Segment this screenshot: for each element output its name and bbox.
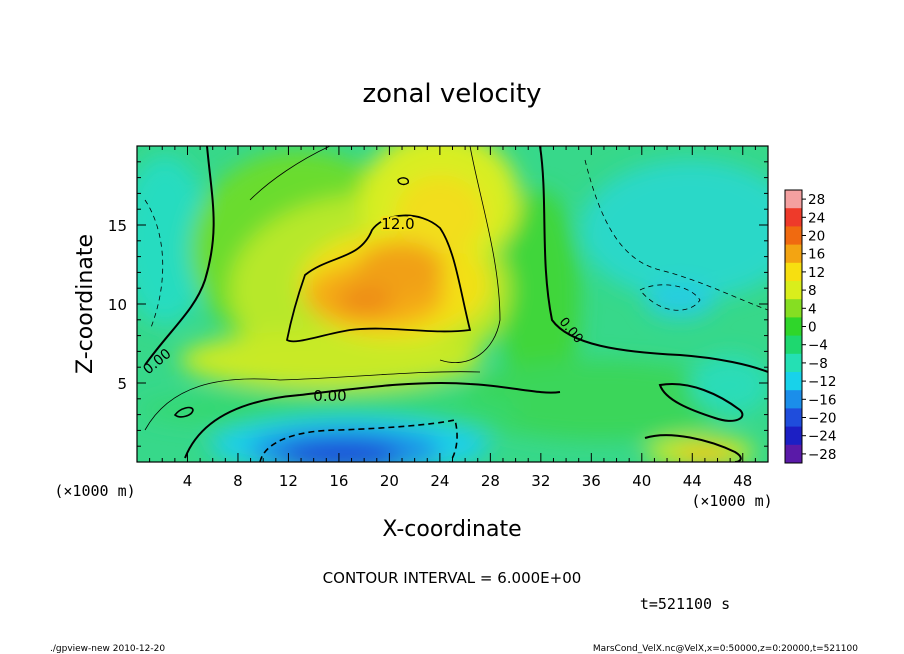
y-axis: 5 10 15 bbox=[108, 145, 768, 463]
colorbar-swatch bbox=[785, 390, 802, 409]
y-axis-label: Z-coordinate bbox=[73, 234, 98, 374]
x-tick-label: 36 bbox=[582, 472, 601, 490]
x-tick-label: 8 bbox=[233, 472, 243, 490]
colorbar-swatch bbox=[785, 426, 802, 446]
colorbar-swatch bbox=[785, 208, 802, 227]
colorbar-swatch bbox=[785, 408, 802, 428]
colorbar-label: −8 bbox=[808, 356, 828, 372]
x-tick-label: 12 bbox=[279, 472, 298, 490]
colorbar-label: −20 bbox=[808, 411, 837, 427]
colorbar: 28 24 20 16 12 8 4 0 −4 −8 −12 −16 −20 −24 −28 bbox=[784, 189, 837, 464]
x-tick-label: 32 bbox=[531, 472, 550, 490]
colorbar-label: 20 bbox=[808, 229, 825, 245]
colorbar-label: 16 bbox=[808, 247, 825, 263]
chart-title: zonal velocity bbox=[362, 79, 541, 109]
x-tick-label: 4 bbox=[183, 472, 193, 490]
contour-label-zero-bottom: 0.00 bbox=[313, 387, 346, 405]
colorbar-label: −16 bbox=[808, 392, 837, 408]
y-tick-label: 10 bbox=[108, 296, 127, 314]
footer-right: MarsCond_VelX.nc@VelX,x=0:50000,z=0:2000… bbox=[593, 644, 858, 654]
y-tick-label: 5 bbox=[117, 375, 127, 393]
colorbar-label: 0 bbox=[808, 320, 817, 336]
colorbar-swatch bbox=[785, 262, 802, 282]
colorbar-label: −4 bbox=[808, 338, 828, 354]
x-tick-label: 40 bbox=[632, 472, 651, 490]
x-tick-label: 24 bbox=[430, 472, 449, 490]
colorbar-label: −12 bbox=[808, 374, 837, 390]
y-tick-label: 15 bbox=[108, 217, 127, 235]
x-unit-left: (×1000 m) bbox=[54, 482, 135, 500]
x-axis: 4 8 12 16 20 24 28 32 36 40 44 48 bbox=[136, 146, 769, 490]
colorbar-label: 8 bbox=[808, 283, 817, 299]
colorbar-label: 4 bbox=[808, 301, 817, 317]
x-tick-label: 44 bbox=[683, 472, 702, 490]
time-text: t=521100 s bbox=[640, 595, 730, 613]
x-tick-label: 16 bbox=[329, 472, 348, 490]
colorbar-label: −28 bbox=[808, 447, 837, 463]
colorbar-swatch bbox=[785, 244, 802, 264]
colorbar-swatch bbox=[785, 190, 802, 209]
x-tick-label: 48 bbox=[733, 472, 752, 490]
contour-interval-text: CONTOUR INTERVAL = 6.000E+00 bbox=[323, 569, 582, 587]
contour-label-12: 12.0 bbox=[381, 215, 414, 233]
colorbar-swatch bbox=[785, 372, 802, 391]
colorbar-swatch bbox=[785, 299, 802, 318]
colorbar-label: −24 bbox=[808, 429, 837, 445]
colorbar-swatch bbox=[785, 281, 802, 300]
x-tick-label: 28 bbox=[481, 472, 500, 490]
colorbar-swatch bbox=[785, 317, 802, 337]
colorbar-label: 28 bbox=[808, 192, 825, 208]
colorbar-swatch bbox=[785, 444, 802, 464]
colorbar-label: 12 bbox=[808, 265, 825, 281]
x-unit-right: (×1000 m) bbox=[691, 492, 772, 510]
velocity-field: 12.0 0.00 0.00 0.00 bbox=[137, 146, 768, 462]
colorbar-swatch bbox=[785, 353, 802, 373]
colorbar-label: 24 bbox=[808, 210, 825, 226]
x-tick-label: 20 bbox=[380, 472, 399, 490]
footer-left: ./gpview-new 2010-12-20 bbox=[50, 644, 165, 654]
x-axis-label: X-coordinate bbox=[382, 517, 521, 542]
colorbar-swatch bbox=[785, 335, 802, 355]
colorbar-swatch bbox=[785, 226, 802, 246]
